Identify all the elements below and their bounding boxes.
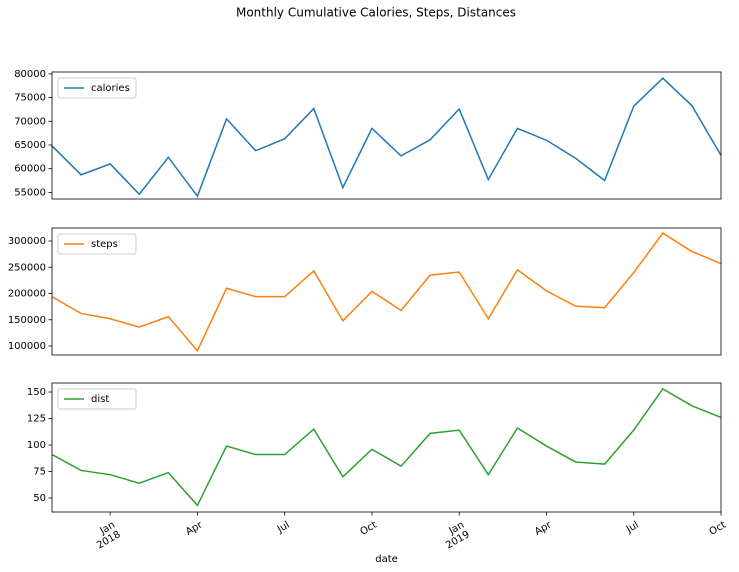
y-tick-label: 70000 <box>14 116 46 127</box>
line-series <box>51 232 722 353</box>
legend-box <box>57 388 137 410</box>
x-tick-label-line: Oct <box>358 520 379 538</box>
y-tick-label: 80000 <box>14 69 46 80</box>
line-series <box>51 77 722 198</box>
y-tick-label: 75 <box>33 467 46 478</box>
legend-label: dist <box>91 394 109 405</box>
y-tick-label: 200000 <box>8 289 46 300</box>
line-series <box>51 387 722 507</box>
y-tick-label: 300000 <box>8 236 46 247</box>
axes-frame <box>51 71 722 200</box>
x-tick-label: Apr <box>533 519 554 538</box>
y-tick-label: 55000 <box>14 187 46 198</box>
x-tick-label: Jul <box>624 520 641 536</box>
y-tick-label: 50 <box>33 493 46 504</box>
x-axis-label: date <box>375 554 398 565</box>
x-tick-label: Jan2018 <box>90 520 123 552</box>
y-tick-label: 60000 <box>14 164 46 175</box>
legend-box <box>57 77 137 99</box>
x-tick-label: Jan2019 <box>439 520 472 552</box>
axes-frame <box>51 382 722 513</box>
legend-label: steps <box>91 239 118 250</box>
y-tick-label: 100000 <box>8 341 46 352</box>
figure-title: Monthly Cumulative Calories, Steps, Dist… <box>236 6 516 20</box>
y-tick-label: 65000 <box>14 140 46 151</box>
y-tick-label: 75000 <box>14 93 46 104</box>
x-tick-label-line: Apr <box>533 519 554 538</box>
legend-label: calories <box>91 83 130 94</box>
x-tick-label: Jul <box>275 520 292 536</box>
y-tick-label: 100 <box>27 440 46 451</box>
x-tick-label-line: Jul <box>624 520 641 536</box>
axes-frame <box>51 227 722 356</box>
y-tick-label: 250000 <box>8 262 46 273</box>
y-tick-label: 150000 <box>8 315 46 326</box>
x-tick-label-line: Jul <box>275 520 292 536</box>
y-tick-label: 125 <box>27 414 46 425</box>
y-tick-label: 150 <box>27 387 46 398</box>
x-tick-label-line: Oct <box>708 520 729 538</box>
x-tick-label: Apr <box>184 519 205 538</box>
x-tick-label: Oct <box>708 520 729 538</box>
legend-box <box>57 233 137 255</box>
x-tick-label: Oct <box>358 520 379 538</box>
x-tick-label-line: Apr <box>184 519 205 538</box>
